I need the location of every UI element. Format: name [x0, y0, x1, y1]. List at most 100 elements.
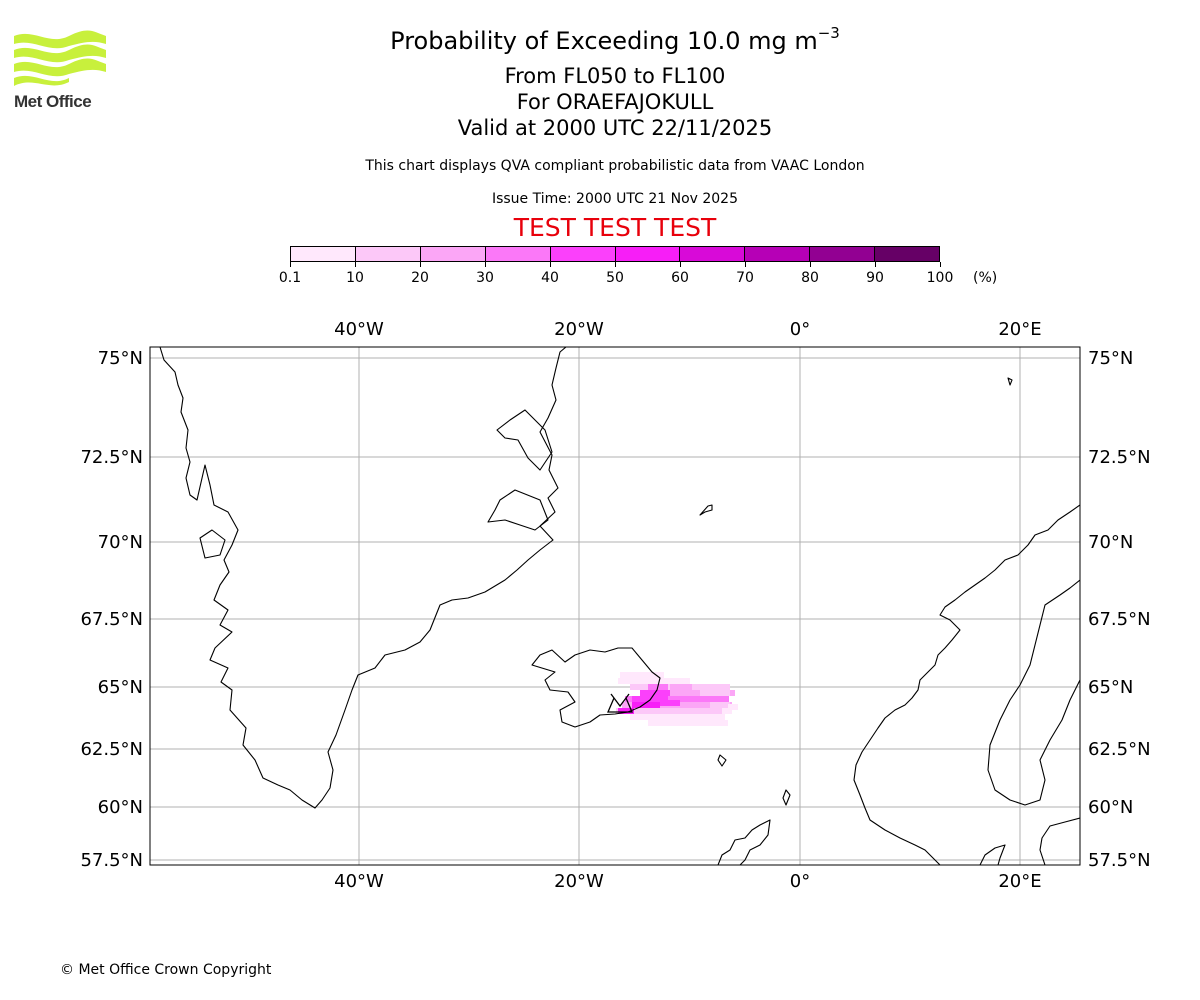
colorbar-tick-label: 80 [801, 270, 819, 286]
colorbar-tick-label: 0.1 [278, 270, 302, 286]
lat-label-left: 57.5°N [80, 850, 143, 871]
lon-label-bottom: 20°E [998, 871, 1041, 892]
probability-cell [670, 684, 692, 690]
colorbar-segment [291, 247, 356, 261]
colorbar-tick-label: 90 [866, 270, 884, 286]
lon-label-bottom: 40°W [334, 871, 384, 892]
lat-label-right: 75°N [1088, 348, 1133, 369]
probability-cell [700, 690, 730, 696]
iceland-coast [531, 647, 661, 728]
lat-label-left: 72.5°N [80, 447, 143, 468]
colorbar-segment [680, 247, 746, 261]
jan-mayen [699, 504, 713, 516]
lon-label-top: 20°E [998, 319, 1041, 340]
colorbar-segment [745, 247, 811, 261]
lat-label-right: 62.5°N [1088, 739, 1151, 760]
colorbar-segment [420, 247, 486, 261]
coastlines [159, 347, 1080, 865]
colorbar [290, 246, 940, 262]
colorbar-tick-label: 70 [736, 270, 754, 286]
greenland-fjord-west [199, 529, 226, 559]
lat-label-left: 60°N [98, 797, 143, 818]
probability-cell [648, 720, 728, 726]
colorbar-tick-mark [745, 262, 746, 267]
colorbar-segment [810, 247, 876, 261]
probability-cell [632, 696, 668, 702]
colorbar-tick-label: 10 [346, 270, 364, 286]
valid-time: Valid at 2000 UTC 22/11/2025 [457, 116, 773, 140]
title-exponent: −3 [817, 24, 840, 42]
graticule [150, 347, 1080, 865]
disclaimer-text: This chart displays QVA compliant probab… [365, 158, 865, 174]
greenland-coast [159, 347, 567, 809]
volcano-name: For ORAEFAJOKULL [516, 90, 714, 114]
sweden-finland-coast [987, 579, 1080, 806]
colorbar-tick-mark [680, 262, 681, 267]
shetland [782, 789, 791, 806]
issue-time: Issue Time: 2000 UTC 21 Nov 2025 [491, 191, 739, 207]
lon-label-bottom: 20°W [554, 871, 604, 892]
probability-cell [616, 708, 728, 714]
colorbar-tick-mark [875, 262, 876, 267]
lat-label-left: 67.5°N [80, 609, 143, 630]
colorbar-tick-mark [355, 262, 356, 267]
probability-cell [630, 714, 725, 720]
chart-title: Probability of Exceeding 10.0 mg m−3 [0, 24, 1200, 55]
colorbar-tick-mark [485, 262, 486, 267]
lat-label-right: 67.5°N [1088, 609, 1151, 630]
probability-cell [660, 700, 680, 706]
flight-level-range: From FL050 to FL100 [504, 64, 726, 88]
denmark-coast [979, 844, 1006, 865]
lon-label-top: 40°W [334, 319, 384, 340]
probability-cell [625, 696, 729, 702]
colorbar-tick-label: 60 [671, 270, 689, 286]
lat-label-left: 62.5°N [80, 739, 143, 760]
lon-label-top: 20°W [554, 319, 604, 340]
lat-label-right: 60°N [1088, 797, 1133, 818]
colorbar-segment [875, 247, 940, 261]
logo-waves-icon [14, 30, 106, 86]
colorbar-segment [355, 247, 421, 261]
colorbar-segment [615, 247, 681, 261]
lat-label-left: 65°N [98, 677, 143, 698]
lat-label-right: 72.5°N [1088, 447, 1151, 468]
map-background [150, 347, 1080, 865]
norway-coast [853, 504, 1080, 865]
volcano-marker [607, 693, 633, 713]
colorbar-tick-label: 50 [606, 270, 624, 286]
greenland-fjord-north [496, 409, 553, 471]
colorbar-tick-label: 30 [476, 270, 494, 286]
faroe-islands [717, 754, 727, 767]
logo-text: Met Office [14, 92, 92, 111]
colorbar-tick-label: 100 [926, 270, 954, 286]
lat-label-left: 75°N [98, 348, 143, 369]
colorbar-tick-mark [420, 262, 421, 267]
lon-label-bottom: 0° [790, 871, 810, 892]
probability-cell [618, 708, 634, 714]
lat-label-left: 70°N [98, 532, 143, 553]
title-text: Probability of Exceeding 10.0 mg m [390, 27, 818, 55]
colorbar-tick-mark [290, 262, 291, 267]
colorbar-segment [550, 247, 616, 261]
colorbar-tick-mark [550, 262, 551, 267]
lon-label-top: 0° [790, 319, 810, 340]
colorbar-tick-mark [940, 262, 941, 267]
map-frame [149, 346, 1081, 866]
colorbar-tick-mark [615, 262, 616, 267]
ash-probability-field [616, 672, 738, 726]
probability-cell [632, 702, 660, 708]
probability-cell [728, 704, 738, 710]
probability-cell [618, 678, 690, 684]
colorbar-tick-label: 40 [541, 270, 559, 286]
lat-label-right: 70°N [1088, 532, 1133, 553]
scotland-coast [717, 819, 771, 865]
svalbard-bear-island [1007, 377, 1013, 386]
lat-label-right: 65°N [1088, 677, 1133, 698]
baltic-coast [1039, 817, 1080, 865]
lat-label-right: 57.5°N [1088, 850, 1151, 871]
test-banner: TEST TEST TEST [513, 213, 717, 242]
probability-cell [710, 702, 730, 708]
probability-cell [722, 708, 732, 714]
probability-cell [620, 672, 664, 678]
